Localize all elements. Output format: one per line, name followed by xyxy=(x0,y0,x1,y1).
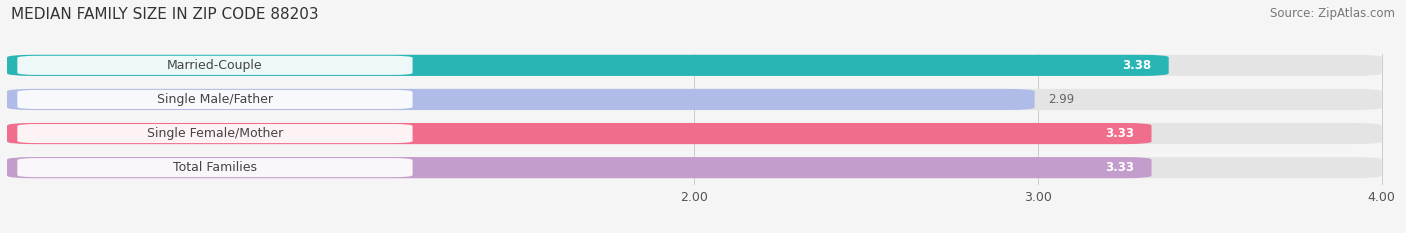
Text: 2.99: 2.99 xyxy=(1049,93,1074,106)
FancyBboxPatch shape xyxy=(7,89,1035,110)
FancyBboxPatch shape xyxy=(17,124,412,143)
FancyBboxPatch shape xyxy=(7,157,1382,178)
Text: 3.33: 3.33 xyxy=(1105,161,1135,174)
FancyBboxPatch shape xyxy=(17,158,412,177)
Text: Single Female/Mother: Single Female/Mother xyxy=(146,127,283,140)
FancyBboxPatch shape xyxy=(7,157,1152,178)
FancyBboxPatch shape xyxy=(7,89,1382,110)
FancyBboxPatch shape xyxy=(7,123,1382,144)
Text: Single Male/Father: Single Male/Father xyxy=(157,93,273,106)
Text: MEDIAN FAMILY SIZE IN ZIP CODE 88203: MEDIAN FAMILY SIZE IN ZIP CODE 88203 xyxy=(11,7,319,22)
Text: Total Families: Total Families xyxy=(173,161,257,174)
FancyBboxPatch shape xyxy=(17,90,412,109)
FancyBboxPatch shape xyxy=(7,123,1152,144)
Text: Married-Couple: Married-Couple xyxy=(167,59,263,72)
Text: 3.38: 3.38 xyxy=(1122,59,1152,72)
FancyBboxPatch shape xyxy=(17,56,412,75)
Text: 3.33: 3.33 xyxy=(1105,127,1135,140)
FancyBboxPatch shape xyxy=(7,55,1382,76)
Text: Source: ZipAtlas.com: Source: ZipAtlas.com xyxy=(1270,7,1395,20)
FancyBboxPatch shape xyxy=(7,55,1168,76)
